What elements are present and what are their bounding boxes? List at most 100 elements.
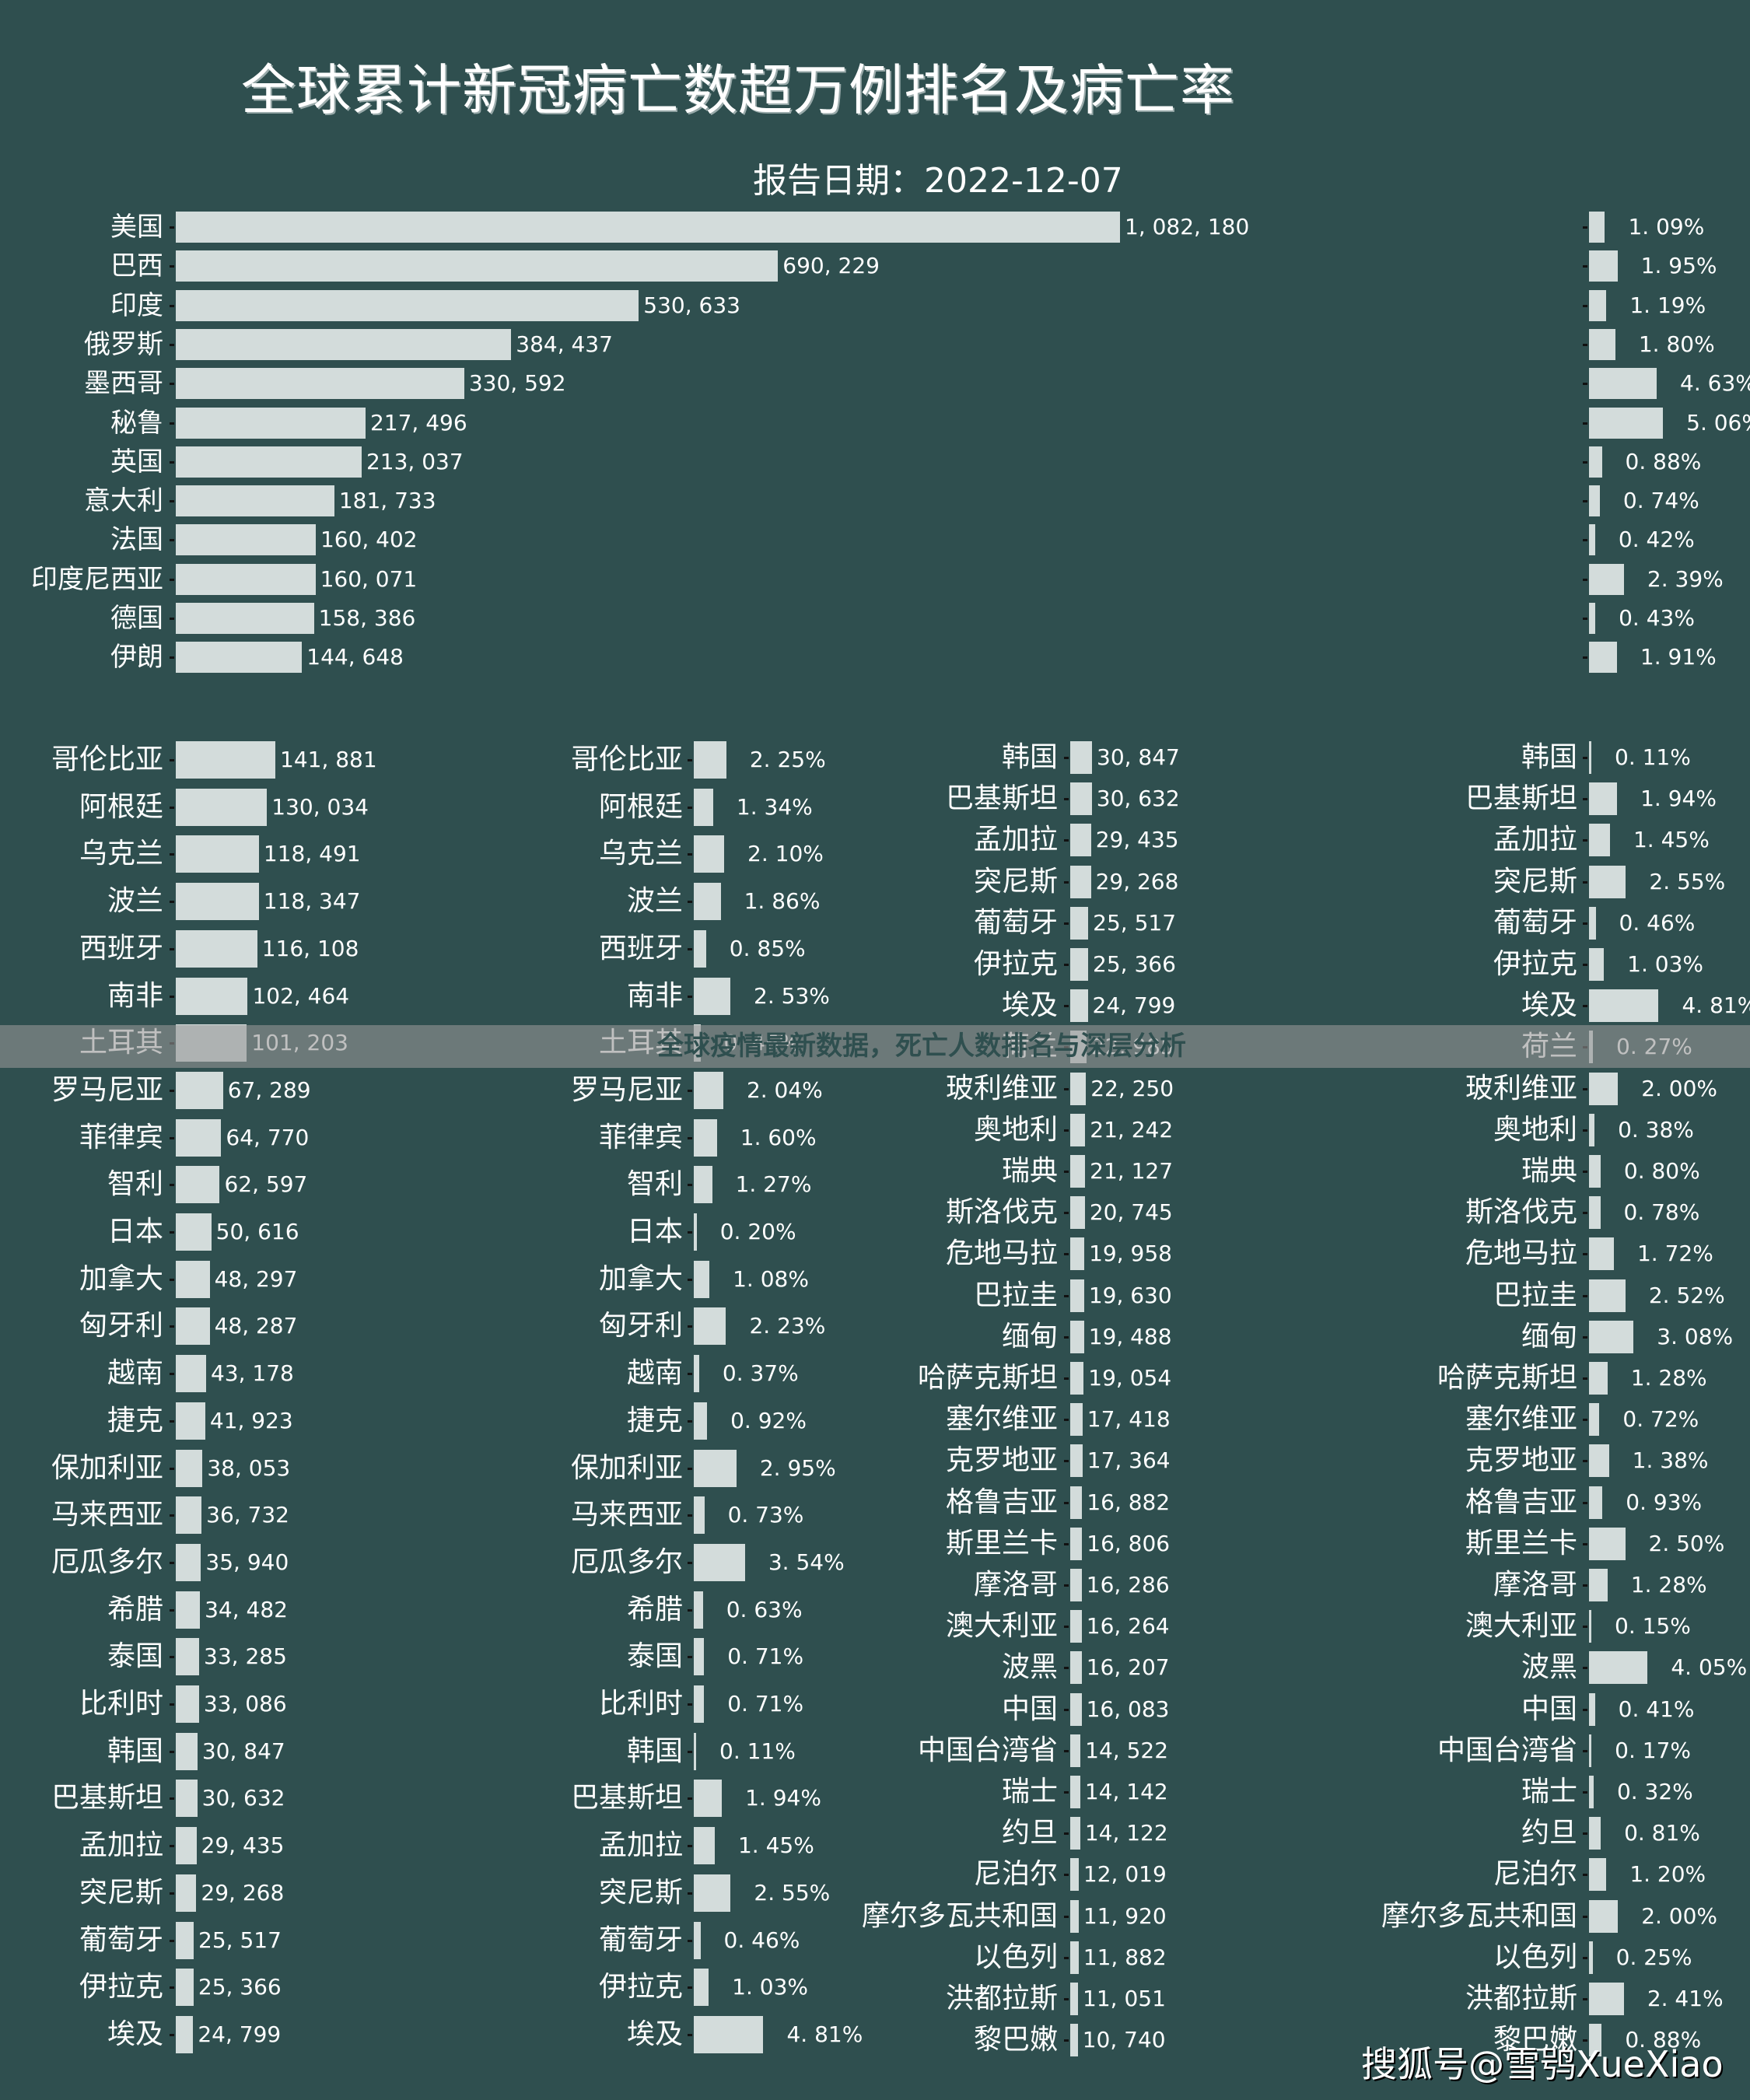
- category-label: 澳大利亚: [1465, 1610, 1577, 1643]
- category-label: 巴拉圭: [1493, 1279, 1577, 1311]
- category-label: 突尼斯: [79, 1876, 163, 1909]
- category-label: 巴基斯坦: [945, 782, 1058, 815]
- category-label: 菲律宾: [79, 1121, 163, 1153]
- category-label: 波黑: [1521, 1651, 1577, 1684]
- value-label: 1. 19%: [1629, 292, 1706, 318]
- axis-tick: [1583, 1998, 1587, 2000]
- value-label: 29, 435: [201, 1832, 285, 1859]
- data-bar: [1589, 824, 1610, 857]
- value-label: 5. 06%: [1686, 409, 1750, 436]
- value-label: 30, 847: [201, 1738, 285, 1764]
- data-bar: [1589, 563, 1624, 595]
- category-label: 塞尔维亚: [945, 1403, 1058, 1436]
- axis-tick: [1064, 1832, 1069, 1836]
- value-label: 1. 20%: [1629, 1861, 1706, 1888]
- axis-tick: [1064, 2039, 1069, 2042]
- axis-tick: [1583, 880, 1587, 884]
- value-label: 17, 364: [1087, 1447, 1171, 1474]
- value-label: 16, 286: [1086, 1572, 1170, 1598]
- axis-tick: [1583, 304, 1587, 307]
- data-bar: [1589, 1734, 1592, 1767]
- value-label: 141, 881: [280, 747, 377, 772]
- data-bar: [694, 883, 721, 921]
- axis-tick: [688, 1608, 692, 1612]
- value-label: 2. 00%: [1641, 1075, 1718, 1101]
- data-bar: [694, 1685, 705, 1723]
- category-label: 尼泊尔: [1493, 1858, 1577, 1891]
- data-bar: [1589, 1196, 1601, 1230]
- data-bar: [694, 1307, 726, 1346]
- axis-tick: [688, 1703, 692, 1706]
- category-label: 波兰: [626, 885, 683, 918]
- axis-tick: [1583, 757, 1587, 759]
- value-label: 0. 17%: [1615, 1737, 1692, 1763]
- category-label: 波黑: [1001, 1651, 1058, 1684]
- data-bar: [1589, 1113, 1595, 1146]
- category-label: 葡萄牙: [973, 906, 1058, 939]
- axis-tick: [1583, 1460, 1587, 1463]
- category-label: 黎巴嫩: [1493, 2024, 1577, 2056]
- category-label: 罗马尼亚: [51, 1073, 163, 1106]
- value-label: 11, 920: [1083, 1902, 1167, 1929]
- category-label: 摩洛哥: [1493, 1569, 1577, 1601]
- value-label: 29, 268: [1095, 868, 1179, 894]
- data-bar: [694, 1449, 737, 1487]
- category-label: 孟加拉: [973, 824, 1058, 856]
- category-label: 葡萄牙: [598, 1923, 683, 1956]
- data-bar: [1589, 524, 1595, 556]
- axis-tick: [1583, 1708, 1587, 1711]
- value-label: 213, 037: [366, 448, 464, 474]
- value-label: 25, 366: [198, 1974, 282, 2000]
- category-label: 孟加拉: [598, 1829, 683, 1862]
- axis-tick: [1583, 500, 1587, 503]
- value-label: 0. 11%: [1615, 744, 1691, 770]
- value-label: 0. 63%: [726, 1596, 803, 1622]
- axis-tick: [1064, 1419, 1069, 1422]
- value-label: 1, 082, 180: [1125, 214, 1250, 240]
- data-bar: [176, 1827, 197, 1865]
- value-label: 30, 632: [1096, 786, 1180, 812]
- category-label: 捷克: [626, 1404, 683, 1437]
- data-bar: [1070, 1527, 1083, 1560]
- axis-tick: [170, 759, 174, 761]
- data-bar: [1070, 1279, 1084, 1312]
- axis-tick: [1064, 1626, 1069, 1629]
- value-label: 1. 45%: [1633, 827, 1710, 853]
- value-label: 34, 482: [205, 1596, 288, 1622]
- axis-tick: [688, 1892, 692, 1895]
- category-label: 巴西: [110, 250, 163, 282]
- data-bar: [1589, 1651, 1648, 1685]
- category-label: 斯洛伐克: [1465, 1196, 1577, 1229]
- category-label: 危地马拉: [1465, 1237, 1577, 1270]
- value-label: 1. 34%: [736, 793, 813, 820]
- value-label: 19, 958: [1089, 1241, 1172, 1267]
- value-label: 1. 08%: [733, 1265, 809, 1292]
- category-label: 斯里兰卡: [945, 1527, 1058, 1559]
- category-label: 洪都拉斯: [945, 1983, 1058, 2014]
- axis-tick: [1064, 1005, 1069, 1008]
- axis-tick: [170, 1703, 174, 1706]
- value-label: 0. 46%: [723, 1927, 800, 1953]
- category-label: 越南: [107, 1357, 163, 1390]
- category-label: 俄罗斯: [84, 328, 163, 360]
- axis-tick: [1583, 656, 1587, 660]
- data-bar: [694, 1260, 710, 1298]
- data-bar: [176, 1355, 206, 1393]
- category-label: 突尼斯: [973, 865, 1058, 898]
- data-bar: [694, 977, 731, 1015]
- axis-tick: [1583, 618, 1587, 620]
- axis-tick: [170, 656, 174, 660]
- data-bar: [176, 2015, 194, 2053]
- axis-tick: [688, 995, 692, 998]
- axis-tick: [1064, 1294, 1069, 1297]
- data-bar: [1070, 1817, 1080, 1850]
- data-bar: [1589, 1527, 1626, 1560]
- category-label: 奥地利: [1493, 1113, 1577, 1146]
- axis-tick: [170, 1089, 174, 1092]
- category-label: 法国: [110, 524, 163, 556]
- category-label: 葡萄牙: [1493, 906, 1577, 939]
- category-label: 乌克兰: [598, 838, 683, 870]
- watermark: 搜狐号@雪鸮XueXiao: [1361, 2043, 1724, 2085]
- axis-tick: [170, 578, 174, 581]
- data-bar: [176, 1969, 194, 2007]
